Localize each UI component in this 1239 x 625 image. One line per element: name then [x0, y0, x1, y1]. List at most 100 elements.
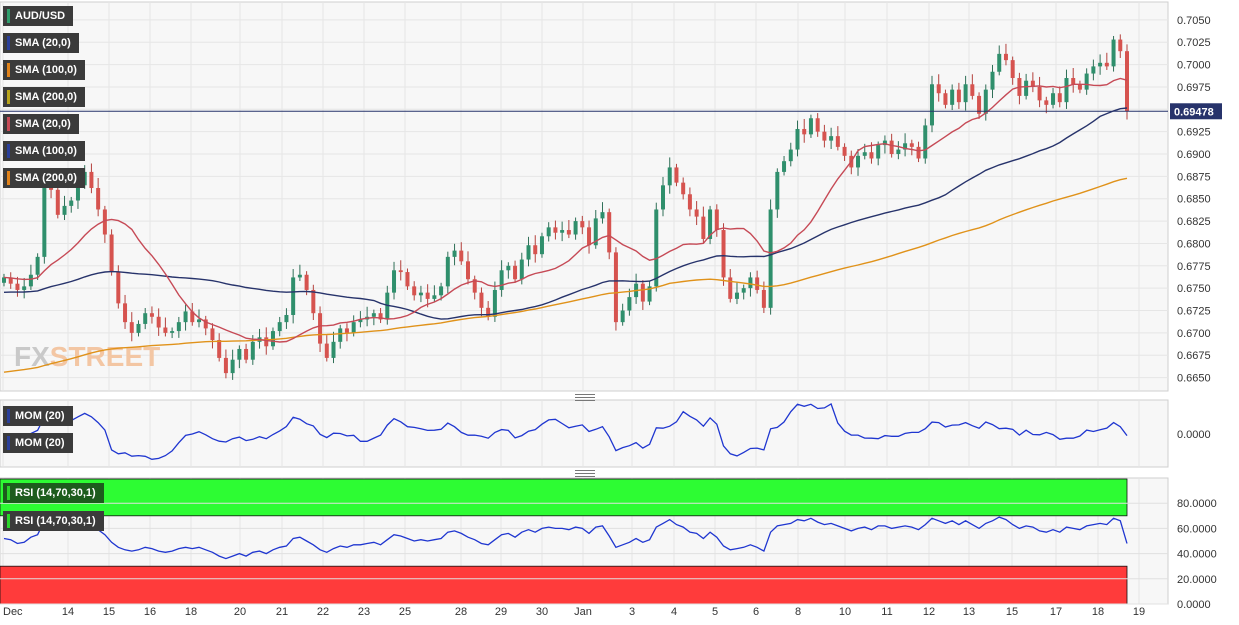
legend-swatch [7, 514, 10, 528]
price-tick-label: 0.6900 [1177, 149, 1211, 161]
candle-body [163, 327, 168, 333]
candle-body [190, 311, 195, 323]
candle-body [560, 230, 565, 233]
candle-body [324, 343, 329, 358]
candle-body [943, 93, 948, 105]
candle-body [96, 188, 101, 210]
candle-body [129, 322, 134, 333]
candle-body [277, 322, 282, 332]
x-tick-label: 20 [234, 606, 246, 618]
candle-body [331, 341, 336, 358]
candle-body [136, 323, 141, 333]
legend-label: SMA (200,0) [15, 172, 77, 184]
pane-resize-handle-rsi[interactable] [575, 470, 595, 477]
candle-body [950, 89, 955, 105]
legend-rsi-b: RSI (14,70,30,1) [3, 511, 104, 531]
candle-body [654, 209, 659, 287]
legend-mom-b: MOM (20) [3, 433, 73, 453]
candle-body [566, 230, 571, 235]
x-tick-label: 14 [62, 606, 74, 618]
candle-body [62, 205, 67, 215]
legend-swatch [7, 144, 10, 158]
candle-body [1125, 51, 1129, 112]
candle-body [1071, 78, 1076, 85]
candle-body [318, 313, 323, 344]
candle-body [439, 286, 444, 296]
candle-body [459, 250, 464, 262]
candle-body [479, 292, 484, 308]
price-tick-label: 0.6975 [1177, 82, 1211, 94]
candle-body [856, 155, 861, 168]
candle-body [170, 331, 175, 333]
candle-body [358, 319, 363, 323]
price-tick-label: 0.6700 [1177, 328, 1211, 340]
candle-body [513, 265, 518, 280]
legend-label: RSI (14,70,30,1) [15, 487, 96, 499]
x-tick-label: 23 [358, 606, 370, 618]
candle-body [371, 313, 376, 317]
candle-body [862, 152, 867, 156]
candle-body [506, 265, 511, 271]
momentum-pane [0, 399, 1169, 468]
candle-body [250, 341, 255, 360]
price-tick-label: 0.6650 [1177, 373, 1211, 385]
x-tick-label: Jan [574, 606, 592, 618]
legend-label: MOM (20) [15, 437, 65, 449]
legend-swatch [7, 171, 10, 185]
x-tick-label: 8 [795, 606, 801, 618]
candle-body [284, 314, 289, 323]
candle-body [8, 277, 13, 284]
candle-body [2, 277, 6, 283]
candle-body [882, 140, 887, 146]
candle-body [600, 212, 605, 219]
candle-body [808, 118, 813, 135]
candle-body [156, 316, 161, 328]
x-tick-label: 30 [536, 606, 548, 618]
candle-body [197, 319, 202, 323]
pane-resize-handle-mom[interactable] [575, 394, 595, 401]
candle-body [472, 279, 477, 293]
candle-body [997, 53, 1002, 72]
rsi-tick-label: 20.0000 [1177, 574, 1217, 586]
legend-rsi-a: RSI (14,70,30,1) [3, 483, 104, 503]
candle-body [869, 152, 874, 159]
candle-body [223, 357, 228, 374]
candle-body [889, 140, 894, 155]
sma-20-line [3, 77, 1128, 343]
x-tick-label: 13 [963, 606, 975, 618]
x-tick-label: 12 [923, 606, 935, 618]
rsi-overbought-zone [0, 478, 1128, 517]
x-tick-label: 10 [839, 606, 851, 618]
candle-body [304, 274, 309, 290]
x-tick-label: 11 [881, 606, 892, 618]
candle-body [1104, 62, 1109, 67]
candle-body [176, 322, 181, 332]
candle-body [607, 212, 612, 253]
candle-body [977, 95, 982, 114]
legend-label: SMA (20,0) [15, 37, 71, 49]
x-tick-label: 17 [1050, 606, 1062, 618]
candle-body [842, 146, 847, 156]
candle-body [123, 303, 128, 323]
sma-100-line [3, 107, 1128, 320]
legend-label: SMA (200,0) [15, 91, 77, 103]
candle-body [829, 136, 834, 141]
legend-sma20-b: SMA (20,0) [3, 114, 79, 134]
candle-body [546, 227, 551, 237]
legend-swatch [7, 436, 10, 450]
legend-mom-a: MOM (20) [3, 406, 73, 426]
price-tick-label: 0.6925 [1177, 127, 1211, 139]
legend-swatch [7, 117, 10, 131]
candle-body [217, 340, 222, 358]
candle-body [15, 283, 20, 290]
candle-body [822, 131, 827, 141]
candle-body [519, 259, 524, 280]
candle-body [909, 143, 914, 147]
candle-body [398, 270, 403, 273]
candle-body [721, 230, 726, 278]
x-tick-label: 18 [1092, 606, 1104, 618]
last-price-badge [1170, 103, 1222, 120]
rsi-tick-label: 80.0000 [1177, 498, 1217, 510]
x-tick-label: 22 [317, 606, 329, 618]
